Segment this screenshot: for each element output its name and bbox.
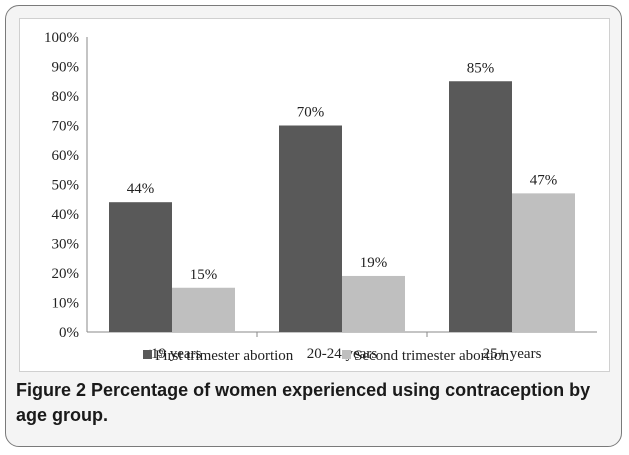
caption-label: Figure 2	[16, 380, 87, 400]
data-label: 70%	[297, 105, 325, 121]
bar	[279, 125, 342, 332]
legend-swatch	[143, 350, 152, 359]
y-tick-label: 30%	[52, 237, 80, 253]
data-label: 85%	[467, 60, 495, 76]
y-tick-label: 10%	[52, 296, 80, 312]
y-tick-label: 20%	[52, 266, 80, 282]
figure-caption: Figure 2 Percentage of women experienced…	[16, 378, 616, 428]
bar	[172, 287, 235, 332]
y-tick-label: 40%	[52, 207, 80, 223]
y-tick-label: 100%	[44, 30, 79, 46]
data-label: 15%	[190, 267, 218, 283]
y-tick-label: 80%	[52, 89, 80, 105]
data-label: 19%	[360, 255, 388, 271]
y-tick-label: 90%	[52, 60, 80, 76]
category-label: <19 years	[143, 346, 202, 362]
bar	[449, 81, 512, 332]
legend-label: Second trimester abortion	[354, 348, 509, 364]
bar-chart: 0% 10% 20% 30% 40% 50% 60% 70% 80% 90% 100% 44% 15% <…	[44, 30, 597, 364]
y-tick-label: 60%	[52, 148, 80, 164]
figure-frame: 0% 10% 20% 30% 40% 50% 60% 70% 80% 90% 100% 44% 15% <…	[5, 5, 622, 447]
bar	[109, 202, 172, 332]
bar	[512, 193, 575, 332]
legend-label: First trimester abortion	[155, 348, 294, 364]
data-label: 44%	[127, 181, 155, 197]
bar	[342, 275, 405, 332]
legend-swatch	[342, 350, 351, 359]
category-label: 25+ years	[483, 346, 542, 362]
y-tick-label: 0%	[59, 325, 79, 341]
chart-panel: 0% 10% 20% 30% 40% 50% 60% 70% 80% 90% 100% 44% 15% <…	[19, 18, 610, 372]
y-tick-label: 70%	[52, 119, 80, 135]
y-tick-label: 50%	[52, 178, 80, 194]
caption-text: Percentage of women experienced using co…	[16, 380, 591, 425]
data-label: 47%	[530, 172, 558, 188]
